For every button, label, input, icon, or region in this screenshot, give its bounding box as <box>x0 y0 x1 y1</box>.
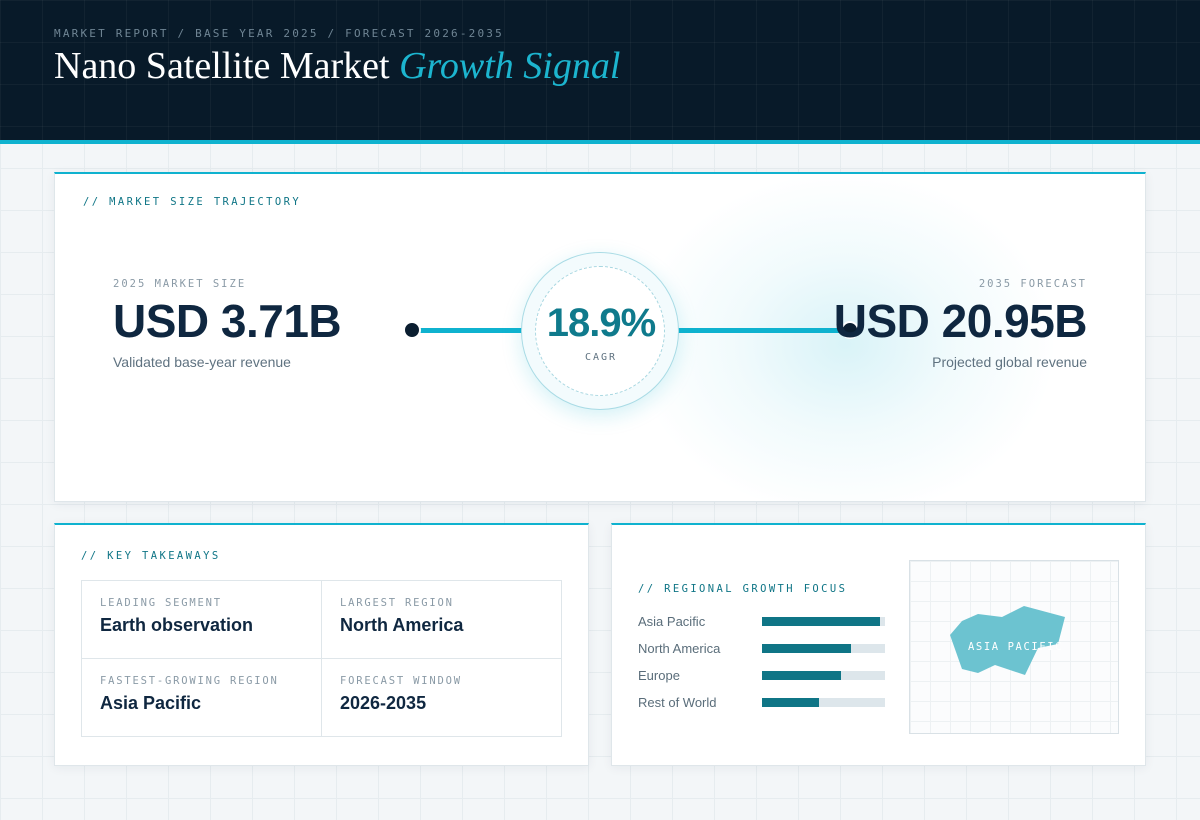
page-title-accent: Growth Signal <box>399 45 621 87</box>
takeaway-value: Earth observation <box>100 615 254 635</box>
takeaway-label: LEADING SEGMENT <box>100 597 222 609</box>
page-title-main: Nano Satellite Market <box>54 45 390 87</box>
region-bar-fill <box>762 671 841 680</box>
takeaway-forecast-window: FORECAST WINDOW 2026-2035 <box>322 659 562 737</box>
region-bar-track <box>762 671 885 680</box>
region-bar-name: North America <box>638 641 721 656</box>
region-bar-row: Europe <box>638 668 888 684</box>
region-bar-row: Asia Pacific <box>638 614 888 630</box>
takeaway-largest-region: LARGEST REGION North America <box>322 581 562 659</box>
map-region-label: ASIA PACIFIC <box>968 641 1064 653</box>
region-bar-name: Rest of World <box>638 695 717 710</box>
report-header: MARKET REPORT / BASE YEAR 2025 / FORECAS… <box>0 0 1200 144</box>
region-bar-name: Asia Pacific <box>638 614 706 629</box>
takeaway-fastest-growing-region: FASTEST-GROWING REGION Asia Pacific <box>82 659 322 737</box>
regional-section-label: // REGIONAL GROWTH FOCUS <box>638 583 848 595</box>
takeaway-value: Asia Pacific <box>100 693 202 713</box>
takeaways-section-label: // KEY TAKEAWAYS <box>81 550 221 562</box>
cagr-label: CAGR <box>584 352 618 363</box>
page-title: Nano Satellite Market Growth Signal <box>54 44 620 88</box>
region-bar-track <box>762 644 885 653</box>
region-bar-fill <box>762 698 819 707</box>
takeaway-leading-segment: LEADING SEGMENT Earth observation <box>82 581 322 659</box>
base-year-sub: Validated base-year revenue <box>113 354 291 370</box>
region-bar-row: North America <box>638 641 888 657</box>
report-eyebrow: MARKET REPORT / BASE YEAR 2025 / FORECAS… <box>54 27 504 40</box>
takeaway-label: FASTEST-GROWING REGION <box>100 675 279 687</box>
base-year-label: 2025 MARKET SIZE <box>113 278 247 290</box>
cagr-badge: 18.9% CAGR <box>521 252 679 410</box>
base-year-value: USD 3.71B <box>113 295 342 347</box>
forecast-label: 2035 FORECAST <box>978 278 1087 290</box>
cagr-value: 18.9% <box>546 301 656 345</box>
region-bar-track <box>762 617 885 626</box>
takeaway-label: LARGEST REGION <box>340 597 454 609</box>
takeaway-value: North America <box>340 615 464 635</box>
market-size-trajectory-card: // MARKET SIZE TRAJECTORY 2025 MARKET SI… <box>54 172 1146 502</box>
takeaway-label: FORECAST WINDOW <box>340 675 462 687</box>
region-bar-fill <box>762 644 851 653</box>
region-bar-fill <box>762 617 881 626</box>
takeaways-grid: LEADING SEGMENT Earth observation LARGES… <box>81 580 562 737</box>
end-dot <box>841 321 859 339</box>
region-map: ASIA PACIFIC <box>909 560 1119 734</box>
takeaway-value: 2026-2035 <box>340 693 427 713</box>
asia-pacific-map-shape <box>950 606 1065 675</box>
trajectory-section-label: // MARKET SIZE TRAJECTORY <box>83 196 302 208</box>
key-takeaways-card: // KEY TAKEAWAYS LEADING SEGMENT Earth o… <box>54 523 589 766</box>
regional-growth-card: // REGIONAL GROWTH FOCUS Asia Pacific No… <box>611 523 1146 766</box>
region-bar-row: Rest of World <box>638 695 888 711</box>
cagr-inner-ring: 18.9% CAGR <box>535 266 665 396</box>
forecast-value: USD 20.95B <box>833 295 1088 347</box>
forecast-sub: Projected global revenue <box>932 354 1087 370</box>
start-dot <box>403 321 421 339</box>
region-bar-name: Europe <box>638 668 680 683</box>
region-bar-track <box>762 698 885 707</box>
